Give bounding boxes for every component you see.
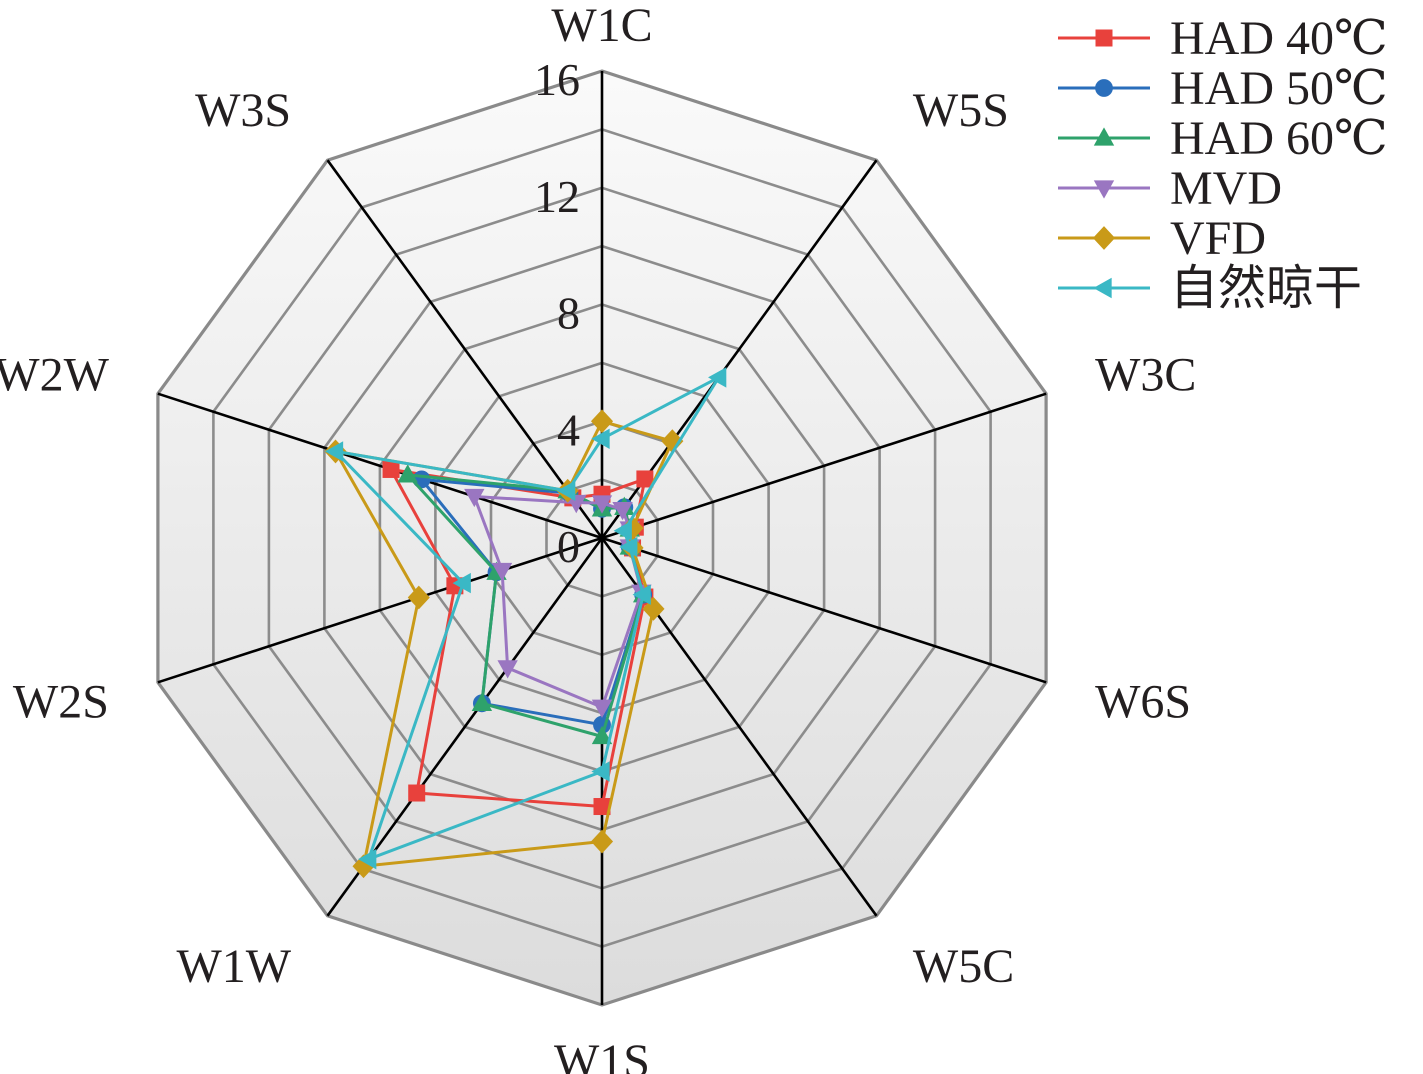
legend-item-1: HAD 40℃ — [1058, 12, 1388, 65]
axis-labels: W1C W5S W3C W6S W5C W1S W1W W2S W2W W3S — [0, 0, 1196, 1074]
axis-spoke-w6s — [601, 536, 1047, 684]
tick-label: 16 — [534, 54, 580, 105]
legend-label: HAD 40℃ — [1170, 12, 1388, 65]
legend-label: MVD — [1170, 162, 1282, 215]
axis-label-w6s: W6S — [1095, 676, 1191, 729]
axis-label-w1s: W1S — [554, 1035, 650, 1074]
data-point-w1w — [358, 848, 377, 870]
legend-marker — [1093, 180, 1115, 199]
data-series — [324, 367, 727, 879]
axis-label-w5c: W5C — [913, 940, 1014, 993]
axis-label-w3s: W3S — [195, 84, 291, 137]
axis-label-w1c: W1C — [551, 0, 652, 52]
data-point-w1s — [591, 699, 613, 718]
axis-label-w5s: W5S — [913, 84, 1009, 137]
data-point-w5s — [708, 367, 727, 388]
data-point-w2w — [464, 488, 485, 508]
data-point-w5s — [636, 470, 654, 488]
legend-label: HAD 50℃ — [1170, 62, 1388, 115]
radial-tick-labels: 0 4 8 12 16 — [534, 54, 580, 572]
data-point-w2s — [407, 585, 430, 610]
legend-item-3: HAD 60℃ — [1058, 112, 1388, 165]
axis-label-w2s: W2S — [13, 676, 109, 729]
data-point-w3c — [613, 520, 632, 541]
axis-label-w2w: W2W — [0, 349, 110, 402]
legend-marker — [1095, 29, 1113, 47]
legend-item-6: 自然晾干 — [1058, 262, 1362, 315]
data-point-w1w — [471, 692, 493, 711]
legend-marker — [1093, 127, 1115, 146]
legend-label: VFD — [1170, 212, 1266, 265]
data-point-w1s — [590, 829, 614, 854]
data-point-w2s — [491, 562, 513, 582]
data-point-w2w — [382, 460, 400, 478]
data-point-w1c — [591, 495, 613, 514]
legend-label: 自然晾干 — [1170, 262, 1362, 315]
axis-spoke-w2s — [157, 536, 603, 684]
axis-spoke-w3c — [601, 392, 1047, 540]
data-point-w5c — [632, 584, 651, 605]
tick-label: 12 — [534, 171, 580, 222]
data-point-w2s — [452, 572, 471, 594]
axis-spoke-w3s — [326, 159, 604, 539]
data-point-w1c — [591, 428, 610, 449]
legend-marker — [1092, 226, 1116, 250]
data-point-w5s — [612, 502, 633, 521]
legend-item-2: HAD 50℃ — [1058, 62, 1388, 115]
axis-spoke-w2w — [157, 392, 603, 540]
axis-label-w1w: W1W — [176, 940, 291, 993]
data-point-w1c — [590, 409, 614, 434]
legend-marker — [1093, 277, 1112, 299]
data-point-w1s — [591, 725, 613, 745]
data-point-w3s — [557, 480, 576, 501]
data-point-w2w — [397, 464, 418, 483]
legend-item-5: VFD — [1058, 212, 1266, 265]
data-point-w3s — [566, 494, 587, 514]
data-point-w1w — [497, 660, 518, 679]
data-point-w1s — [591, 761, 610, 782]
data-point-w6s — [619, 536, 638, 558]
legend-item-4: MVD — [1058, 162, 1282, 215]
data-point-w5s — [661, 429, 684, 454]
series-6 — [324, 367, 727, 870]
tick-label: 8 — [557, 288, 580, 339]
axis-label-w3c: W3C — [1095, 349, 1196, 402]
data-point-w2w — [324, 441, 344, 462]
legend-label: HAD 60℃ — [1170, 112, 1388, 165]
legend-marker — [1095, 79, 1113, 97]
data-point-w1s — [593, 798, 611, 816]
tick-label: 0 — [557, 521, 580, 572]
data-point-w1w — [408, 784, 426, 802]
tick-label: 4 — [557, 404, 580, 455]
